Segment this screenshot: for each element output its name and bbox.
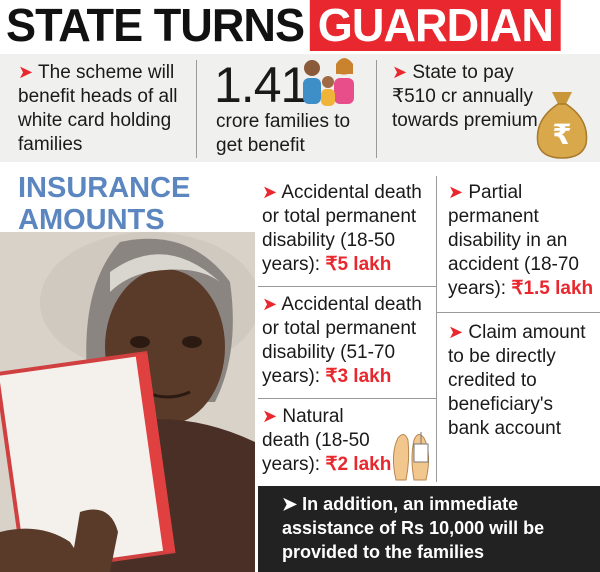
arrow-icon: ➤ — [392, 62, 408, 82]
divider — [258, 286, 436, 287]
headline-black: STATE TURNS — [6, 0, 305, 51]
families-label: crore families to get benefit — [216, 111, 351, 156]
item-text: Accidental death or total permanent disa… — [262, 294, 422, 387]
item-text: Natural death (18-50 years): — [262, 406, 370, 475]
item-amount: ₹5 lakh — [325, 254, 392, 275]
insurance-item: ➤ Accidental death or total permanent di… — [262, 292, 430, 389]
arrow-icon: ➤ — [18, 62, 34, 82]
arrow-icon: ➤ — [448, 322, 464, 342]
arrow-icon: ➤ — [448, 182, 464, 202]
item-amount: ₹1.5 lakh — [511, 278, 594, 299]
divider — [258, 398, 436, 399]
insurance-item: ➤ Claim amount to be directly credited t… — [448, 320, 598, 441]
money-bag-icon: ₹ — [530, 86, 594, 160]
scheme-text-block: ➤ The scheme will benefit heads of all w… — [18, 60, 194, 157]
family-icon — [298, 54, 362, 106]
headline-red: GUARDIAN — [309, 0, 561, 51]
divider — [436, 176, 437, 482]
summary-band — [0, 54, 600, 162]
item-amount: ₹2 lakh — [325, 454, 392, 475]
insurance-item: ➤ Natural death (18-50 years): ₹2 lakh — [262, 404, 392, 477]
item-text: Partial permanent disability in an accid… — [448, 182, 579, 299]
money-bag-symbol: ₹ — [552, 118, 571, 151]
feet-tag-icon — [388, 424, 434, 482]
arrow-icon: ➤ — [282, 494, 303, 514]
additional-assistance-note: ➤ In addition, an immediate assistance o… — [258, 486, 600, 572]
premium-text-block: ➤ State to pay ₹510 cr annually towards … — [392, 60, 542, 133]
item-amount: ₹3 lakh — [325, 366, 392, 387]
item-text: Claim amount to be directly credited to … — [448, 322, 586, 439]
families-number: 1.41 — [214, 57, 308, 113]
insurance-heading-2: AMOUNTS — [18, 204, 165, 236]
premium-text: State to pay ₹510 cr annually towards pr… — [392, 62, 538, 131]
headline: STATE TURNS GUARDIAN — [6, 0, 561, 51]
arrow-icon: ➤ — [262, 406, 278, 426]
insurance-item: ➤ Partial permanent disability in an acc… — [448, 180, 598, 301]
arrow-icon: ➤ — [262, 294, 278, 314]
insurance-item: ➤ Accidental death or total permanent di… — [262, 180, 430, 277]
divider — [376, 60, 377, 158]
note-text: In addition, an immediate assistance of … — [282, 494, 545, 562]
divider — [436, 312, 600, 313]
scheme-text: The scheme will benefit heads of all whi… — [18, 62, 178, 155]
item-text: Accidental death or total permanent disa… — [262, 182, 422, 275]
woman-photo — [0, 232, 255, 572]
insurance-heading-1: INSURANCE — [18, 172, 191, 204]
arrow-icon: ➤ — [262, 182, 278, 202]
divider — [196, 60, 197, 158]
